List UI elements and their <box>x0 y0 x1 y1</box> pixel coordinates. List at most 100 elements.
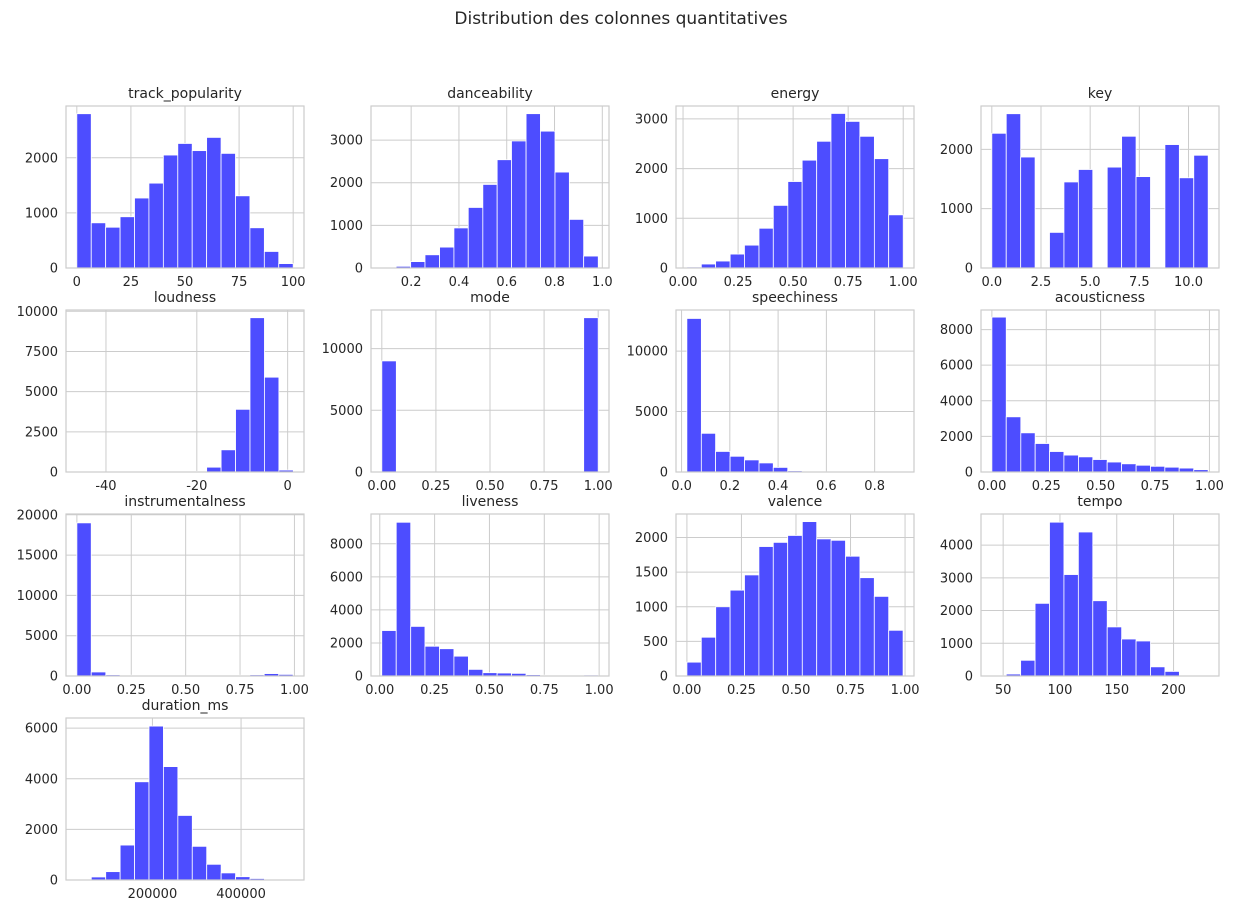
y-tick-label: 3000 <box>330 134 363 149</box>
y-tick-label: 1000 <box>635 212 668 227</box>
x-tick-label: 1.00 <box>280 683 309 698</box>
bar <box>744 459 760 473</box>
y-tick-label: 0 <box>50 670 58 685</box>
y-tick-label: 3000 <box>635 112 668 127</box>
bar <box>453 227 469 269</box>
bar <box>235 195 251 269</box>
bar <box>1077 531 1094 677</box>
y-tick-label: 0 <box>965 670 973 685</box>
bar <box>772 204 789 269</box>
axes-frame <box>65 309 305 473</box>
bar <box>540 130 556 269</box>
bar <box>381 630 397 677</box>
y-tick-label: 1000 <box>940 637 973 652</box>
x-tick-label: 0.4 <box>449 275 470 290</box>
bar <box>278 263 294 269</box>
x-tick-label: 0.25 <box>724 275 753 290</box>
x-tick-label: -20 <box>186 479 207 494</box>
y-tick-label: 2500 <box>25 425 58 440</box>
bar <box>1063 181 1079 269</box>
bar <box>1034 602 1050 677</box>
x-tick-label: 0.25 <box>117 683 146 698</box>
x-tick-label: 1.00 <box>584 479 613 494</box>
bar <box>1106 626 1123 677</box>
x-tick-label: 0.0 <box>981 275 1002 290</box>
y-tick-label: 10000 <box>322 342 363 357</box>
x-tick-label: 0.6 <box>816 479 837 494</box>
y-tick-label: 10000 <box>17 305 58 320</box>
bar <box>568 218 585 269</box>
bar <box>1063 454 1079 473</box>
axes-frame <box>980 513 1220 677</box>
bar <box>1049 451 1065 473</box>
bar <box>467 668 484 677</box>
bar <box>424 645 440 677</box>
y-tick-label: 0 <box>660 262 668 277</box>
bar <box>496 159 512 269</box>
bar <box>134 781 150 881</box>
x-tick-label: 400000 <box>216 887 266 902</box>
bar <box>1020 156 1036 269</box>
bar <box>162 154 179 269</box>
bar <box>816 538 832 677</box>
x-tick-label: 50 <box>995 683 1012 698</box>
bar <box>105 226 121 269</box>
axes-frame <box>675 309 915 473</box>
y-tick-label: 8000 <box>330 537 363 552</box>
x-tick-label: 0.00 <box>365 683 394 698</box>
bar <box>787 181 803 269</box>
bar <box>249 227 265 269</box>
axes-frame <box>65 513 305 677</box>
x-tick-label: 5.0 <box>1080 275 1101 290</box>
bar <box>177 815 193 881</box>
subplot: instrumentalness 0 5000 10000 15000 20000 0.00… <box>17 494 309 698</box>
axes-frame <box>370 513 610 677</box>
axes-frame <box>65 105 305 269</box>
subplot: track_popularity 0 1000 2000 0 25 50 75 100 <box>25 86 306 290</box>
x-tick-label: 0.50 <box>1086 479 1115 494</box>
subplot-title: key <box>1088 86 1113 102</box>
bar <box>554 171 570 269</box>
x-tick-label: 0.00 <box>669 275 698 290</box>
subplot-title: speechiness <box>752 290 838 306</box>
y-tick-label: 2000 <box>940 604 973 619</box>
bar <box>1164 671 1180 677</box>
bar <box>715 260 731 269</box>
y-tick-label: 10000 <box>627 345 668 360</box>
bar <box>845 121 861 269</box>
bar <box>249 317 265 473</box>
y-tick-label: 0 <box>50 262 58 277</box>
x-tick-label: 7.5 <box>1129 275 1150 290</box>
axes-frame <box>370 309 610 473</box>
bar <box>148 182 164 269</box>
bar <box>991 132 1007 269</box>
y-tick-label: 5000 <box>25 629 58 644</box>
y-tick-label: 0 <box>50 874 58 889</box>
bar <box>686 318 702 473</box>
y-tick-label: 4000 <box>940 539 973 554</box>
y-tick-label: 4000 <box>330 603 363 618</box>
x-tick-label: 0.0 <box>671 479 692 494</box>
y-tick-label: 2000 <box>25 151 58 166</box>
bar <box>1049 521 1065 677</box>
bar <box>772 467 789 473</box>
subplot: acousticness 0 2000 4000 6000 8000 0.00 0.25 0.5… <box>940 290 1224 494</box>
bar <box>801 159 818 269</box>
bar <box>1135 176 1151 269</box>
subplot-title: loudness <box>154 290 216 306</box>
bar <box>410 626 426 677</box>
bar <box>1121 463 1137 473</box>
bar <box>1077 169 1094 269</box>
subplot: danceability 0 1000 2000 3000 0.2 0.4 0.6 0.8 1.0 <box>330 86 613 290</box>
x-tick-label: 0.25 <box>727 683 756 698</box>
bar <box>1020 659 1036 677</box>
y-tick-label: 2000 <box>330 636 363 651</box>
bar <box>1178 177 1195 269</box>
bar <box>758 546 774 677</box>
axes-frame <box>675 513 915 677</box>
x-tick-label: 0.00 <box>367 479 396 494</box>
bar <box>787 535 803 677</box>
bar <box>76 522 92 677</box>
bar <box>758 462 774 473</box>
